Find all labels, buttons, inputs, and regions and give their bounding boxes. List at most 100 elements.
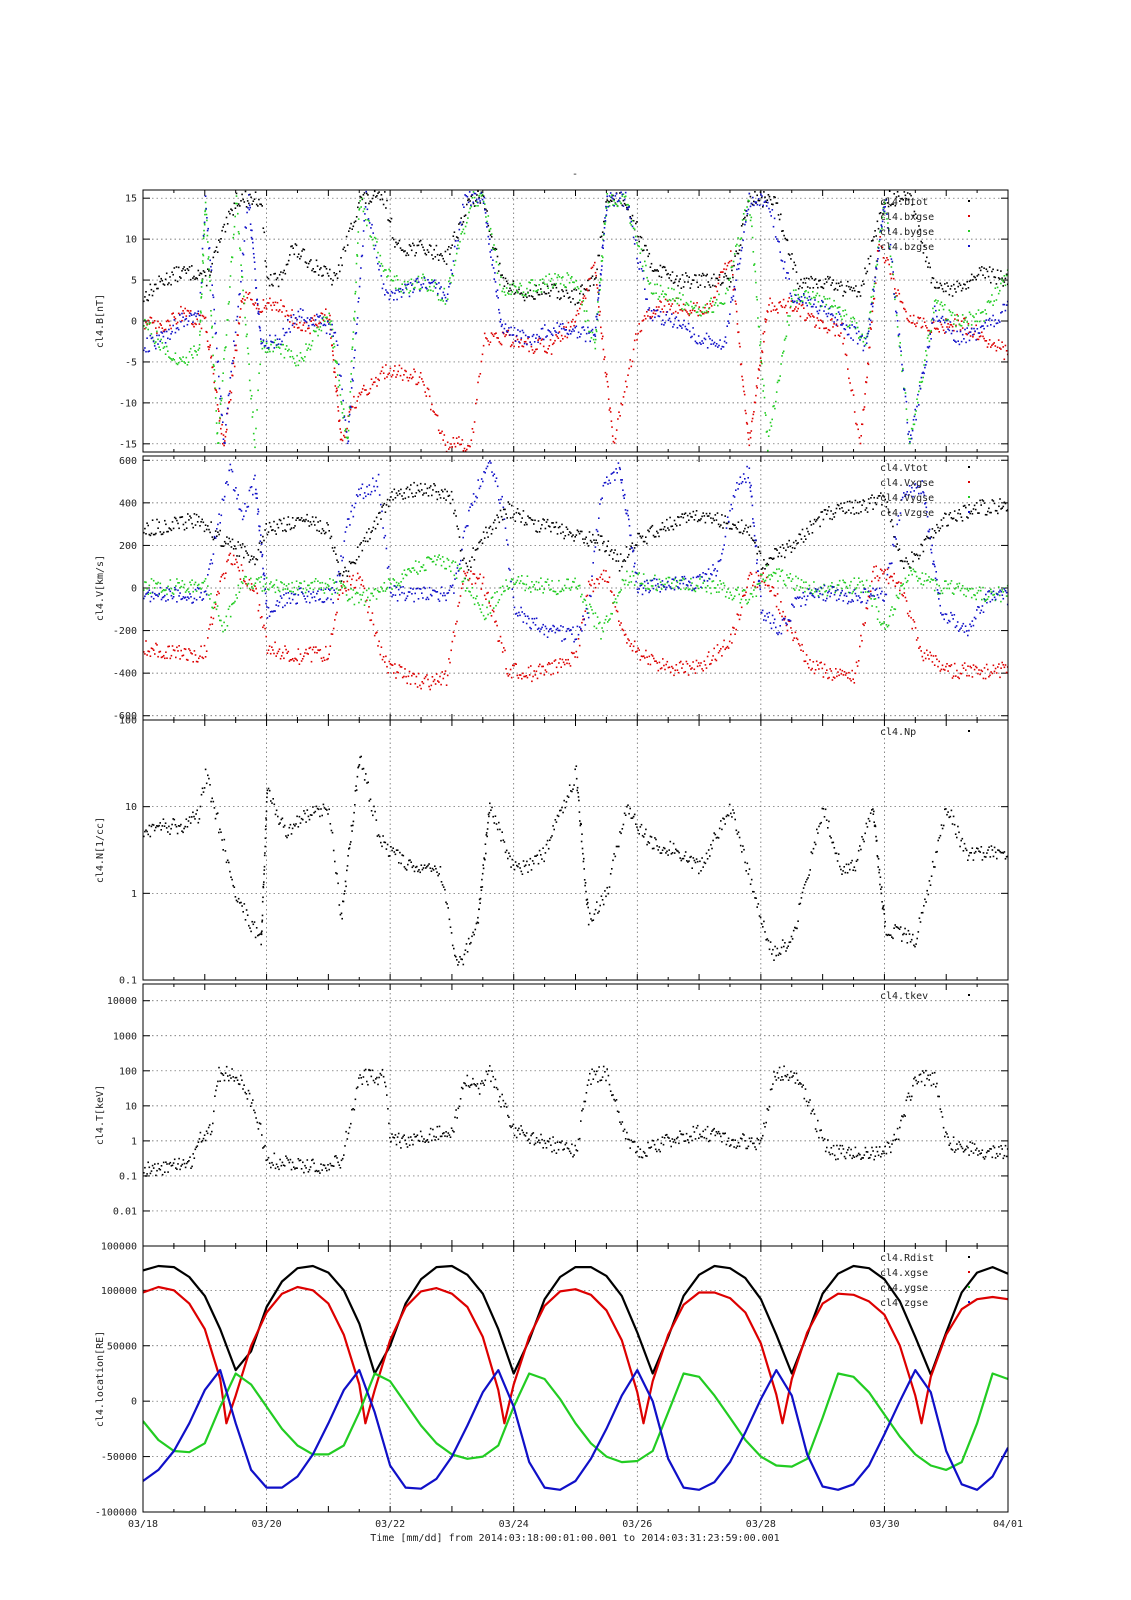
data-point [594, 347, 597, 350]
data-point [588, 330, 590, 333]
data-point [505, 513, 507, 515]
data-point [203, 223, 206, 226]
data-point [283, 305, 285, 308]
data-point [167, 645, 169, 648]
data-point [987, 343, 990, 345]
data-point [551, 283, 553, 286]
data-point [977, 309, 980, 311]
data-point [458, 223, 460, 225]
data-point [342, 408, 345, 410]
data-point [548, 273, 551, 275]
data-point [631, 219, 634, 222]
data-point [669, 308, 671, 311]
data-point [296, 256, 299, 258]
data-point [425, 253, 428, 256]
data-point [158, 334, 160, 337]
data-point [292, 357, 295, 360]
data-point [415, 278, 418, 280]
data-point [705, 275, 707, 277]
data-point [632, 645, 635, 648]
data-point [608, 195, 611, 197]
data-point [790, 551, 793, 553]
data-point [685, 272, 687, 274]
data-point [692, 307, 694, 310]
data-point [534, 674, 537, 676]
data-point [828, 506, 830, 508]
data-point [410, 278, 413, 281]
data-point [266, 302, 269, 304]
data-point [230, 563, 233, 565]
data-point [812, 287, 815, 289]
data-point [244, 316, 246, 319]
data-point [659, 311, 662, 313]
data-point [490, 236, 493, 238]
data-point [577, 638, 580, 640]
data-point [513, 345, 515, 348]
data-point [598, 292, 600, 294]
data-point [656, 309, 658, 312]
data-point [871, 305, 874, 308]
data-point [320, 329, 323, 332]
data-point [932, 317, 934, 320]
data-point [769, 421, 772, 424]
data-point [597, 311, 600, 313]
data-point [481, 353, 484, 356]
data-point [653, 309, 656, 312]
data-point [428, 281, 430, 284]
data-point [905, 557, 907, 559]
data-point [448, 280, 450, 283]
data-point [655, 309, 657, 312]
data-point [384, 269, 386, 271]
data-point [961, 333, 964, 336]
data-point [495, 261, 498, 263]
data-point [993, 276, 995, 278]
data-point [825, 513, 828, 515]
data-point [516, 338, 519, 341]
data-point [726, 287, 728, 290]
data-point [659, 528, 661, 531]
data-point [280, 343, 282, 346]
data-point [793, 637, 795, 639]
data-point [365, 190, 367, 193]
data-point [989, 511, 991, 514]
data-point [608, 554, 611, 556]
data-point [598, 254, 601, 257]
data-point [941, 525, 944, 527]
data-point [408, 295, 411, 298]
data-point [581, 326, 583, 329]
data-point [399, 287, 402, 290]
data-point [338, 379, 340, 382]
data-point [177, 361, 180, 364]
data-point [775, 548, 777, 550]
data-point [641, 265, 644, 268]
data-point [651, 319, 654, 322]
data-point [968, 280, 971, 283]
data-point [322, 319, 325, 322]
data-point [341, 592, 344, 594]
data-point [814, 297, 816, 299]
data-point [734, 255, 736, 257]
data-point [263, 307, 266, 309]
data-point [731, 642, 733, 644]
data-point [752, 251, 755, 253]
data-point [318, 530, 320, 532]
data-point [181, 360, 183, 362]
data-point [1005, 304, 1008, 306]
legend-entry: cl4.bzgse [880, 242, 934, 253]
data-point [976, 275, 979, 277]
data-point [309, 318, 311, 321]
data-point [870, 328, 872, 330]
data-point [654, 660, 656, 662]
data-point [221, 380, 224, 382]
data-point [673, 519, 676, 522]
data-point [430, 289, 432, 292]
data-point [332, 550, 335, 552]
data-point [503, 327, 506, 330]
data-point [682, 663, 684, 665]
data-point [1000, 312, 1002, 314]
data-point [862, 340, 865, 343]
data-point [604, 580, 606, 582]
data-point [521, 329, 524, 332]
data-point [675, 278, 677, 281]
data-point [505, 668, 507, 670]
